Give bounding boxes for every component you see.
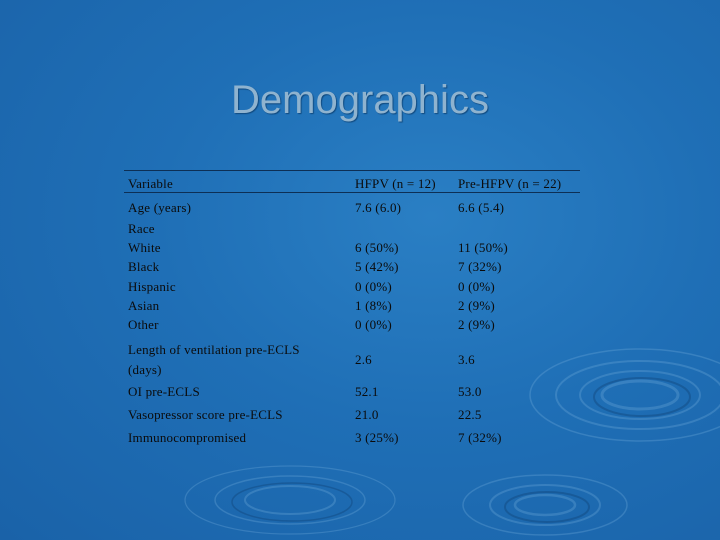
row-vasopressor-pre-hfpv: 22.5 — [458, 407, 482, 422]
row-immunocompromised-pre-hfpv: 7 (32%) — [458, 430, 502, 445]
row-oi-label: OI pre-ECLS — [128, 384, 200, 399]
row-race-other-label: Other — [128, 317, 159, 332]
row-race-white-pre-hfpv: 11 (50%) — [458, 240, 508, 255]
row-vasopressor-label: Vasopressor score pre-ECLS — [128, 407, 283, 422]
row-race-hispanic-label: Hispanic — [128, 279, 176, 294]
row-race-other-pre-hfpv: 2 (9%) — [458, 317, 495, 332]
row-race-hispanic-pre-hfpv: 0 (0%) — [458, 279, 495, 294]
row-race-white-label: White — [128, 240, 161, 255]
header-pre-hfpv: Pre-HFPV (n = 22) — [458, 176, 562, 191]
header-variable: Variable — [128, 176, 173, 191]
row-ventilation-label: Length of ventilation pre-ECLS — [128, 342, 300, 357]
row-ventilation-hfpv: 2.6 — [355, 352, 372, 367]
row-race-label: Race — [128, 221, 155, 236]
row-race-white-hfpv: 6 (50%) — [355, 240, 399, 255]
row-ventilation-label-unit: (days) — [128, 362, 162, 377]
table-top-rule — [124, 170, 580, 171]
row-oi-pre-hfpv: 53.0 — [458, 384, 482, 399]
row-ventilation-pre-hfpv: 3.6 — [458, 352, 475, 367]
row-race-asian-pre-hfpv: 2 (9%) — [458, 298, 495, 313]
row-race-asian-label: Asian — [128, 298, 160, 313]
row-oi-hfpv: 52.1 — [355, 384, 379, 399]
row-race-other-hfpv: 0 (0%) — [355, 317, 392, 332]
row-vasopressor-hfpv: 21.0 — [355, 407, 379, 422]
row-age-label: Age (years) — [128, 200, 192, 215]
row-race-black-label: Black — [128, 259, 160, 274]
row-race-hispanic-hfpv: 0 (0%) — [355, 279, 392, 294]
header-hfpv: HFPV (n = 12) — [355, 176, 436, 191]
slide-title: Demographics — [231, 78, 489, 122]
row-race-black-pre-hfpv: 7 (32%) — [458, 259, 502, 274]
table-header-rule — [124, 192, 580, 193]
row-race-black-hfpv: 5 (42%) — [355, 259, 399, 274]
row-age-pre-hfpv: 6.6 (5.4) — [458, 200, 505, 215]
row-age-hfpv: 7.6 (6.0) — [355, 200, 402, 215]
row-immunocompromised-label: Immunocompromised — [128, 430, 247, 445]
row-immunocompromised-hfpv: 3 (25%) — [355, 430, 399, 445]
row-race-asian-hfpv: 1 (8%) — [355, 298, 392, 313]
